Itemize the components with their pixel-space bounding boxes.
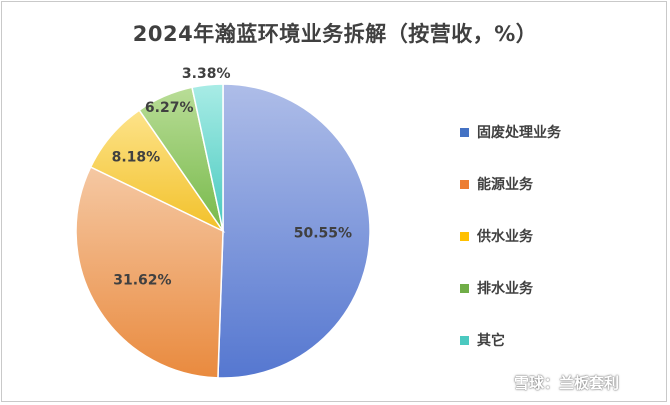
legend: 固废处理业务 能源业务 供水业务 排水业务 其它 — [460, 106, 561, 366]
legend-swatch — [460, 231, 469, 241]
legend-label: 其它 — [477, 333, 505, 349]
legend-item-energy: 能源业务 — [460, 158, 561, 210]
data-label: 6.27% — [145, 100, 194, 116]
legend-swatch — [460, 127, 469, 137]
pie-slice-energy — [75, 165, 224, 379]
legend-item-drainage: 排水业务 — [460, 262, 561, 314]
legend-item-solid-waste: 固废处理业务 — [460, 106, 561, 158]
legend-swatch — [460, 335, 469, 345]
legend-label: 能源业务 — [477, 177, 533, 193]
chart-title: 2024年瀚蓝环境业务拆解（按营收，%） — [132, 22, 538, 46]
legend-label: 固废处理业务 — [477, 125, 561, 141]
pie-slice-solid-waste — [217, 83, 371, 379]
legend-item-water-supply: 供水业务 — [460, 210, 561, 262]
snowball-logo-icon — [488, 373, 508, 392]
watermark: 雪球：兰板套利 — [488, 372, 619, 393]
legend-swatch — [460, 179, 469, 189]
legend-item-other: 其它 — [460, 314, 561, 366]
legend-label: 排水业务 — [477, 281, 533, 297]
legend-label: 供水业务 — [477, 229, 533, 245]
pie-slice-other — [191, 83, 224, 232]
data-label: 50.55% — [294, 226, 352, 242]
data-label: 8.18% — [112, 150, 161, 166]
data-label: 31.62% — [113, 273, 171, 289]
data-label: 3.38% — [182, 66, 231, 82]
legend-swatch — [460, 283, 469, 293]
watermark-text: 雪球：兰板套利 — [514, 374, 620, 392]
